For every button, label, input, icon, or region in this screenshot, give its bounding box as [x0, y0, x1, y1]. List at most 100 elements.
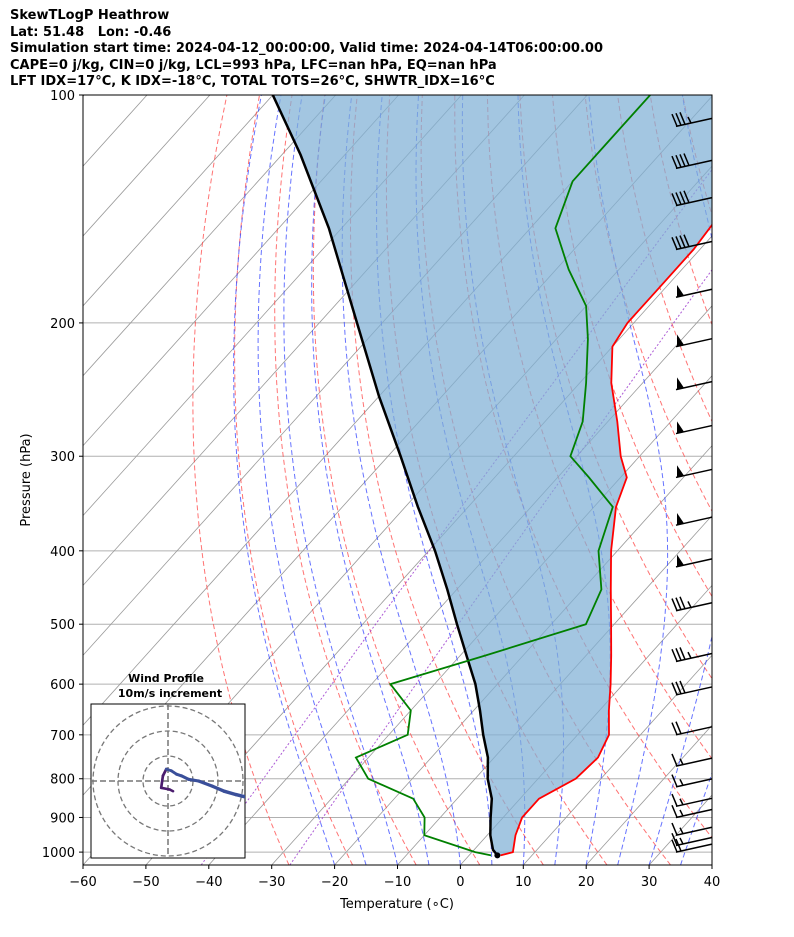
- wind-barb-half-flag: [679, 827, 684, 835]
- temperature-profile-line: [500, 223, 712, 857]
- wind-barb-staff: [675, 196, 713, 207]
- x-tick-label: 20: [578, 875, 595, 890]
- dry-adiabat-line: [192, 95, 290, 865]
- isotherm-gridline: [83, 95, 85, 97]
- wind-barb-flag: [679, 154, 686, 167]
- moist-adiabat-line: [711, 863, 712, 865]
- wind-barb-flag: [679, 680, 686, 694]
- x-tick-label: −10: [384, 875, 411, 890]
- x-tick-label: 30: [641, 875, 658, 890]
- wind-barb-flag: [671, 774, 678, 787]
- moist-adiabat-line: [680, 771, 712, 865]
- isotherm-gridline: [83, 95, 274, 307]
- x-tick-label: −20: [321, 875, 348, 890]
- wind-barb-pennant: [677, 377, 684, 390]
- wind-barb-flag: [671, 722, 678, 735]
- lcl-marker: [494, 852, 501, 859]
- hodograph-segment: [234, 792, 245, 799]
- wind-barb-pennant: [677, 512, 684, 525]
- moist-adiabat-line: [588, 95, 669, 865]
- hodograph-segment: [222, 789, 238, 797]
- wind-barb-flag: [671, 753, 678, 767]
- x-tick-label: 40: [704, 875, 721, 890]
- moist-adiabat-line: [257, 95, 367, 865]
- wind-barb-staff: [675, 516, 713, 526]
- wind-barb-half-flag: [679, 758, 684, 765]
- wind-barb-staff: [675, 826, 713, 836]
- wind-barb-flag: [671, 822, 678, 836]
- y-tick-label: 1000: [42, 846, 75, 861]
- wind-barb-flag: [675, 112, 682, 126]
- parcel-profile-line: [271, 95, 499, 857]
- instability-indices: CAPE=0 j/kg, CIN=0 j/kg, LCL=993 hPa, LF…: [10, 57, 497, 73]
- wind-barb-pennant: [677, 421, 684, 434]
- hodograph-segment: [210, 784, 226, 793]
- dry-adiabat-line: [552, 95, 712, 598]
- isotherm-gridline: [83, 95, 336, 377]
- wind-barb-half-flag: [679, 809, 684, 817]
- wind-barb-flag: [683, 153, 690, 166]
- wind-barb: [671, 793, 713, 808]
- moist-adiabat-line: [648, 95, 712, 865]
- wind-barb-flag: [671, 839, 678, 853]
- isotherm-gridline: [585, 724, 712, 865]
- dry-adiabat-line: [780, 95, 794, 865]
- wind-barb-flag: [671, 832, 678, 846]
- wind-barb-staff: [675, 778, 713, 788]
- wind-barb-flag: [671, 155, 678, 169]
- wind-barb-staff: [675, 808, 713, 819]
- isotherm-gridline: [83, 95, 211, 237]
- wind-barb-flag: [675, 154, 682, 168]
- wind-barb-flag: [679, 596, 686, 610]
- wind-barb-flag: [675, 648, 682, 661]
- hodograph-subtitle: 10m/s increment: [118, 687, 222, 700]
- y-tick-label: 900: [50, 811, 75, 826]
- x-tick-label: −50: [132, 875, 159, 890]
- wind-barb-pennant: [677, 465, 684, 478]
- wind-barb-staff: [675, 843, 713, 853]
- x-tick-label: −60: [69, 875, 96, 890]
- wind-barb: [671, 647, 713, 663]
- wind-barb-flag: [679, 191, 686, 204]
- hodograph-title: Wind Profile: [128, 672, 204, 685]
- wind-barb: [671, 596, 713, 612]
- wind-barb-staff: [675, 797, 713, 808]
- wind-barb: [671, 190, 713, 207]
- dry-adiabat-line: [274, 95, 417, 865]
- wind-barb-flag: [675, 236, 682, 249]
- location: Lat: 51.48 Lon: -0.46: [10, 24, 172, 40]
- wind-barb-flag: [671, 598, 678, 611]
- isotherm-gridline: [711, 864, 712, 865]
- wind-barb-flag: [671, 113, 678, 127]
- wind-barb: [671, 804, 713, 819]
- wind-barb-flag: [671, 793, 678, 807]
- dry-adiabat-line: [715, 95, 794, 865]
- isotherm-gridline: [334, 445, 712, 865]
- wind-barb-staff: [675, 726, 713, 736]
- hodograph-segment: [159, 786, 171, 791]
- hodograph-segment: [196, 779, 214, 788]
- mixing-ratio-line: [289, 268, 712, 865]
- wind-barb: [671, 680, 713, 696]
- wind-barb-flag: [683, 234, 690, 247]
- x-tick-label: −40: [195, 875, 222, 890]
- wind-barb: [671, 153, 713, 170]
- chart-header: SkewTLogP Heathrow Lat: 51.48 Lon: -0.46…: [10, 8, 603, 91]
- y-tick-label: 300: [50, 450, 75, 465]
- wind-barb: [671, 721, 713, 736]
- wind-barb-pennant: [677, 554, 684, 567]
- wind-barb: [671, 822, 713, 836]
- wind-barb-flag: [675, 597, 682, 610]
- wind-barb: [675, 512, 713, 526]
- y-tick-label: 400: [50, 545, 75, 560]
- wind-barb-staff: [675, 117, 713, 128]
- y-tick-label: 500: [50, 618, 75, 633]
- y-tick-label: 700: [50, 729, 75, 744]
- y-tick-label: 800: [50, 773, 75, 788]
- y-axis-label: Pressure (hPa): [19, 433, 34, 526]
- wind-barb-pennant: [677, 285, 684, 298]
- cin-cape-shading: [272, 95, 712, 856]
- wind-barb: [671, 112, 713, 128]
- wind-barb-staff: [675, 686, 713, 696]
